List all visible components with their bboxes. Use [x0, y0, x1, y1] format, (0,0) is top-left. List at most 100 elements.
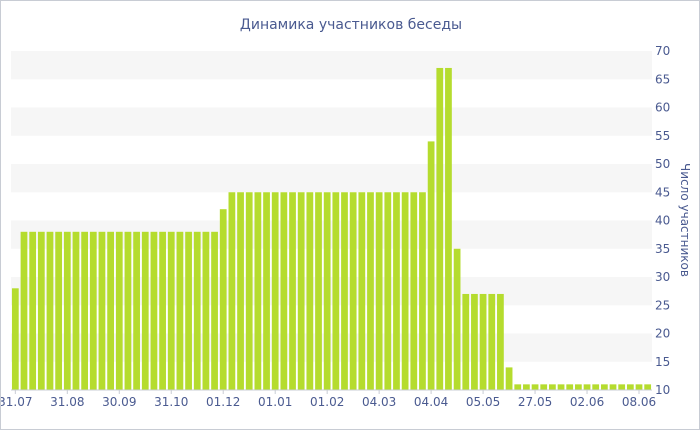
- bar: [557, 384, 565, 390]
- x-tick-label: 27.05: [518, 395, 552, 409]
- bar: [375, 192, 383, 390]
- y-tick-labels: 10 15 20 25 30 35 40 45 50 55 60 65 70: [655, 44, 670, 397]
- bar: [531, 384, 539, 390]
- bar: [167, 231, 175, 390]
- x-tick-label: 31.07: [1, 395, 33, 409]
- x-tick-label: 01.12: [206, 395, 240, 409]
- bar: [635, 384, 643, 390]
- bar: [185, 231, 192, 390]
- bar: [107, 231, 114, 390]
- x-tick-label: 02.06: [570, 395, 604, 409]
- bar: [349, 192, 357, 390]
- bar: [55, 231, 63, 390]
- bar: [315, 192, 322, 390]
- y-tick-label: 70: [655, 44, 670, 58]
- bar: [358, 192, 366, 390]
- bar: [271, 192, 279, 390]
- bar: [202, 231, 210, 390]
- bar: [297, 192, 305, 390]
- bar: [393, 192, 400, 390]
- bar: [523, 384, 530, 390]
- bar: [72, 231, 80, 390]
- bar: [245, 192, 253, 390]
- bar: [141, 231, 149, 390]
- bar: [427, 141, 435, 390]
- bar: [332, 192, 340, 390]
- y-tick-label: 60: [655, 101, 670, 115]
- bar: [505, 367, 513, 390]
- bar: [81, 231, 89, 390]
- bar: [89, 231, 97, 390]
- y-tick-label: 40: [655, 214, 670, 228]
- bar: [124, 231, 132, 390]
- x-tick-label: 01.02: [310, 395, 344, 409]
- x-tick-label: 04.03: [362, 395, 396, 409]
- bar: [401, 192, 409, 390]
- bar: [436, 67, 444, 390]
- bar: [384, 192, 392, 390]
- grid-band: [11, 333, 652, 362]
- chart-title: Динамика участников беседы: [240, 17, 462, 33]
- bar: [37, 231, 45, 390]
- bar: [20, 231, 28, 390]
- x-tick-label: 08.06: [622, 395, 656, 409]
- bar: [176, 231, 184, 390]
- bar: [280, 192, 288, 390]
- bar: [497, 293, 504, 390]
- x-tick-label: 05.05: [466, 395, 500, 409]
- bar: [574, 384, 582, 390]
- grid-band: [11, 164, 652, 193]
- bar: [419, 192, 426, 390]
- bar: [289, 192, 296, 390]
- bar: [133, 231, 140, 390]
- y-tick-label: 30: [655, 270, 670, 284]
- x-tick-label: 31.08: [50, 395, 84, 409]
- x-tick-labels: 31.07 31.08 30.09 31.10 01.12 01.01 01.02 04.03…: [1, 390, 656, 409]
- bar: [410, 192, 418, 390]
- bar: [462, 293, 470, 390]
- bar: [566, 384, 574, 390]
- bar: [367, 192, 374, 390]
- bar: [323, 192, 331, 390]
- bar: [471, 293, 478, 390]
- x-tick-label: 04.04: [414, 395, 448, 409]
- bars: [11, 67, 652, 390]
- bar: [159, 231, 166, 390]
- bar: [193, 231, 201, 390]
- bar: [237, 192, 244, 390]
- bar: [453, 248, 461, 390]
- x-tick-label: 01.01: [258, 395, 292, 409]
- bar: [341, 192, 348, 390]
- x-tick-label: 30.09: [102, 395, 136, 409]
- grid-bands: [11, 51, 652, 362]
- x-tick-label: 31.10: [154, 395, 188, 409]
- bar: [115, 231, 123, 390]
- bar: [228, 192, 236, 390]
- bar: [644, 384, 652, 390]
- bar: [150, 231, 158, 390]
- bar: [46, 231, 54, 390]
- y-axis-label: Число участников: [678, 163, 692, 277]
- bar: [445, 67, 452, 390]
- y-tick-label: 15: [655, 355, 670, 369]
- grid-band: [11, 277, 652, 306]
- bar: [549, 384, 556, 390]
- bar: [540, 384, 548, 390]
- bar: [626, 384, 634, 390]
- bar: [254, 192, 262, 390]
- y-tick-label: 45: [655, 185, 670, 199]
- bar: [219, 209, 227, 390]
- bar: [98, 231, 106, 390]
- bar: [592, 384, 600, 390]
- bar: [63, 231, 71, 390]
- bar: [211, 231, 218, 390]
- y-tick-label: 50: [655, 157, 670, 171]
- bar: [488, 293, 496, 390]
- y-tick-label: 55: [655, 129, 670, 143]
- y-tick-label: 65: [655, 72, 670, 86]
- grid-band: [11, 220, 652, 249]
- bar: [514, 384, 522, 390]
- y-tick-label: 10: [655, 383, 670, 397]
